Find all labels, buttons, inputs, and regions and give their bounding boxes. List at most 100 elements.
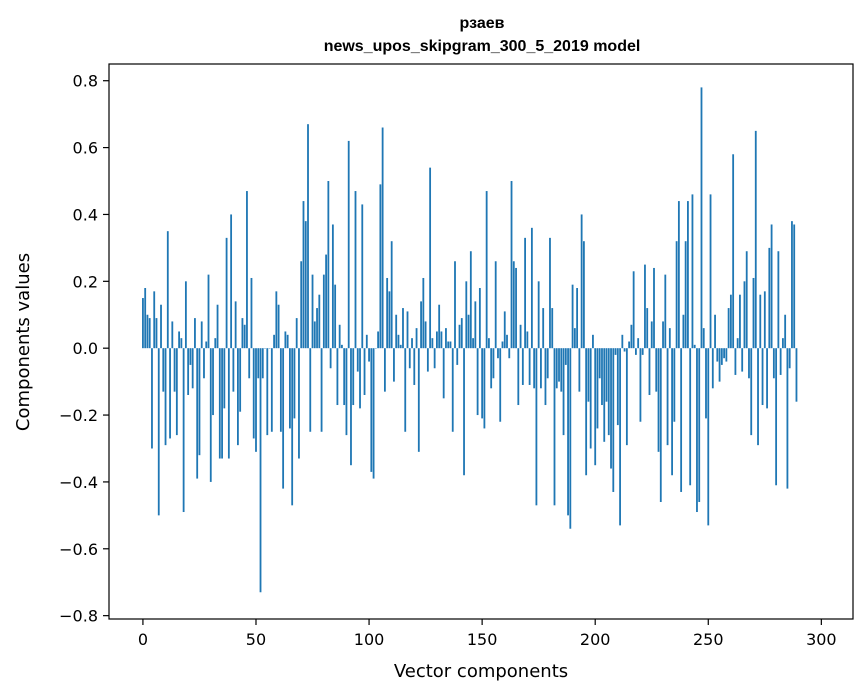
bar (625, 348, 628, 446)
bar (698, 348, 701, 502)
bar (142, 298, 144, 349)
bar (298, 348, 300, 459)
bar (499, 348, 502, 422)
bar (447, 341, 450, 349)
bar (734, 348, 737, 375)
bar (741, 348, 744, 372)
bar (587, 348, 590, 402)
bar (322, 274, 325, 349)
bar (594, 348, 597, 466)
bar (478, 288, 481, 349)
bar (745, 251, 748, 349)
bar (641, 348, 644, 355)
bar (286, 334, 289, 349)
bar (515, 267, 517, 349)
bar (700, 87, 703, 349)
bar (413, 348, 416, 385)
x-tick-label: 250 (693, 630, 724, 649)
bar (311, 274, 314, 349)
bar (684, 241, 687, 349)
bar (426, 348, 429, 372)
bar (596, 348, 599, 429)
bar (650, 321, 653, 349)
bar (347, 140, 350, 349)
bar (241, 318, 244, 349)
x-tick-label: 150 (467, 630, 498, 649)
bar (677, 201, 680, 349)
bar (205, 341, 208, 349)
bar (770, 224, 773, 349)
bar (175, 348, 178, 436)
bar (334, 284, 337, 349)
bar (252, 348, 255, 439)
bar (562, 348, 565, 436)
bar (720, 348, 723, 365)
bar (343, 348, 346, 406)
y-tick-label: 0.4 (73, 205, 98, 224)
bar (404, 348, 407, 432)
bar (424, 321, 427, 349)
bar (666, 348, 669, 446)
bar (528, 348, 531, 385)
bar (223, 348, 226, 409)
bar (612, 348, 615, 492)
bar (497, 348, 499, 359)
bar (270, 348, 273, 432)
bar (214, 338, 217, 349)
chart-subtitle: news_upos_skipgram_300_5_2019 model (324, 38, 641, 55)
bar (293, 348, 296, 419)
bar (460, 318, 463, 349)
bar (295, 318, 298, 349)
bar (639, 348, 642, 422)
bar (614, 348, 617, 355)
bar (689, 348, 692, 486)
bar (440, 331, 443, 349)
bar (560, 348, 563, 392)
bar (494, 261, 497, 349)
bar (476, 348, 479, 416)
bar (474, 301, 477, 349)
bar (408, 348, 411, 369)
bar (331, 224, 334, 349)
bar (395, 314, 398, 349)
bar (442, 348, 445, 399)
bar (748, 348, 750, 379)
bar (354, 191, 357, 349)
bar (576, 288, 579, 349)
bar (668, 328, 671, 349)
bar (492, 348, 495, 379)
bar (232, 348, 235, 392)
bar (225, 237, 228, 349)
bar (526, 331, 529, 349)
bar (207, 274, 210, 349)
bar (551, 308, 554, 349)
bar (512, 261, 515, 349)
bar (173, 348, 176, 392)
bar (221, 348, 223, 459)
bar (573, 328, 576, 349)
bar (696, 348, 698, 513)
bar (759, 294, 762, 349)
bar (325, 254, 327, 349)
bar (212, 348, 214, 416)
bar (664, 274, 667, 349)
bar (671, 348, 673, 476)
bar (763, 291, 766, 349)
bar (230, 214, 233, 349)
bar (198, 348, 201, 456)
bar (508, 348, 511, 359)
bar (277, 304, 280, 349)
bar (705, 348, 707, 419)
bar (431, 338, 434, 349)
bar (377, 331, 380, 349)
bar (653, 267, 655, 349)
bar (558, 348, 560, 382)
bar (702, 328, 705, 349)
bar (743, 281, 746, 349)
bar (533, 348, 536, 389)
bars-group (142, 87, 798, 593)
bar (793, 224, 796, 349)
bar (356, 348, 359, 372)
bar (714, 314, 716, 349)
